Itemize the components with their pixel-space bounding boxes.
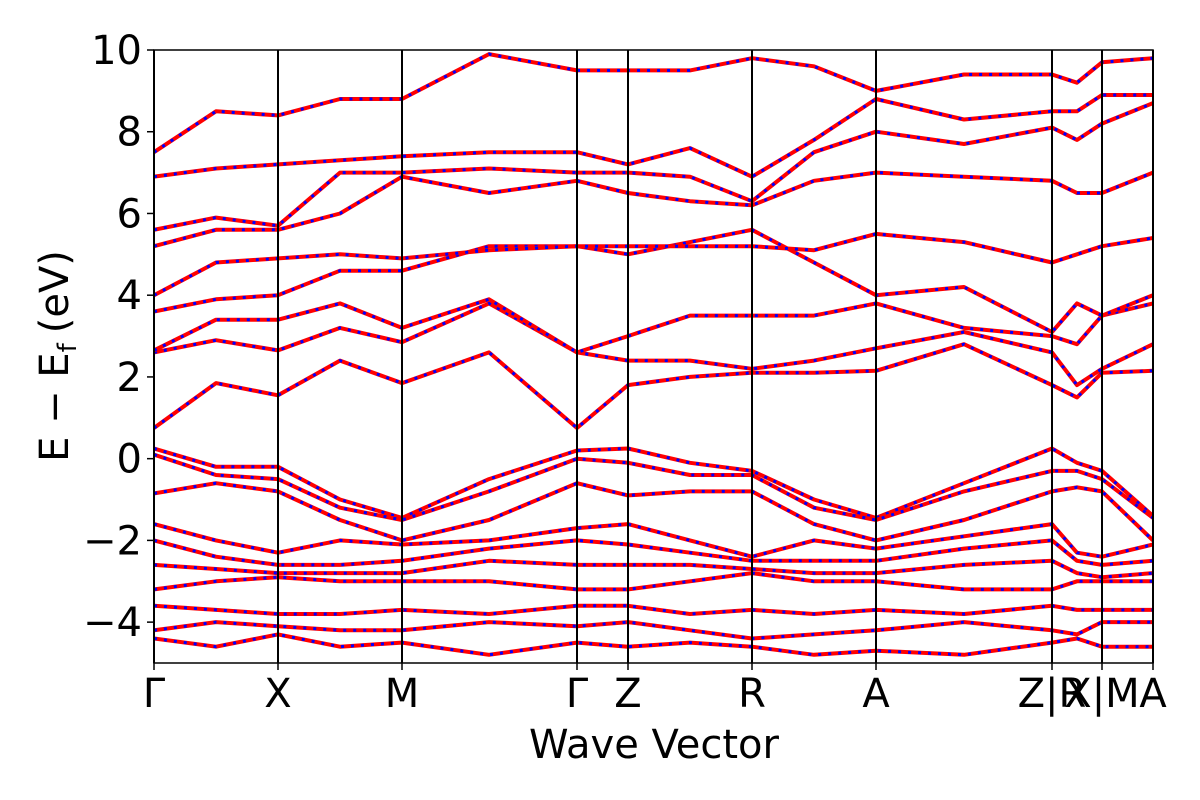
band-line-overlay: [154, 297, 1153, 355]
band-line: [154, 632, 1153, 657]
x-tick-label: X: [264, 671, 291, 717]
band-line: [154, 603, 1153, 616]
band-line-overlay: [154, 632, 1153, 657]
x-tick-label: Z|R: [1018, 671, 1087, 717]
x-tick-label: M: [385, 671, 420, 717]
band-line-overlay: [154, 538, 1153, 567]
y-tick-label: 4: [117, 273, 142, 319]
x-tick-label: R: [738, 671, 766, 717]
band-line-overlay: [154, 481, 1153, 542]
band-line: [154, 301, 1153, 388]
band-line: [154, 170, 1153, 249]
y-axis-label: E − Ef (eV): [32, 250, 83, 462]
y-tick-label: −4: [83, 600, 142, 646]
band-line-overlay: [154, 228, 1153, 334]
plot-frame: [153, 49, 1154, 664]
y-tick-label: 8: [117, 110, 142, 156]
band-line: [154, 446, 1153, 520]
band-line: [154, 342, 1153, 430]
x-axis-label: Wave Vector: [529, 722, 780, 768]
band-line-overlay: [154, 453, 1153, 522]
y-tick-label: 10: [91, 28, 142, 74]
x-tick-label: Γ: [143, 671, 166, 717]
x-tick-label: A: [1139, 671, 1167, 717]
band-line: [154, 558, 1153, 580]
y-tick-label: 2: [117, 355, 142, 401]
x-tick-label: X|M: [1064, 671, 1139, 717]
band-line-overlay: [154, 101, 1153, 232]
x-tick-label: Z: [614, 671, 641, 717]
band-line-overlay: [154, 301, 1153, 388]
y-label-unit: (eV): [32, 250, 78, 333]
bands: [154, 52, 1153, 657]
y-tick-label: 0: [117, 437, 142, 483]
band-line-overlay: [154, 52, 1153, 154]
band-line-overlay: [154, 604, 1153, 616]
y-tick-label: 6: [117, 191, 142, 237]
band-line: [154, 452, 1153, 522]
y-tick-label: −2: [83, 518, 142, 564]
band-line-overlay: [154, 342, 1153, 430]
x-tick-label: A: [862, 671, 890, 717]
y-label-main: E − E: [32, 352, 78, 462]
band-line: [154, 101, 1153, 232]
band-line: [154, 571, 1153, 592]
band-line: [154, 522, 1153, 559]
band-line-overlay: [154, 571, 1153, 591]
x-tick-label: Γ: [566, 671, 589, 717]
band-line-overlay: [154, 171, 1153, 248]
band-line-overlay: [154, 620, 1153, 641]
y-label-sub: f: [53, 342, 83, 352]
band-line-overlay: [154, 232, 1153, 297]
band-line-overlay: [154, 93, 1153, 179]
